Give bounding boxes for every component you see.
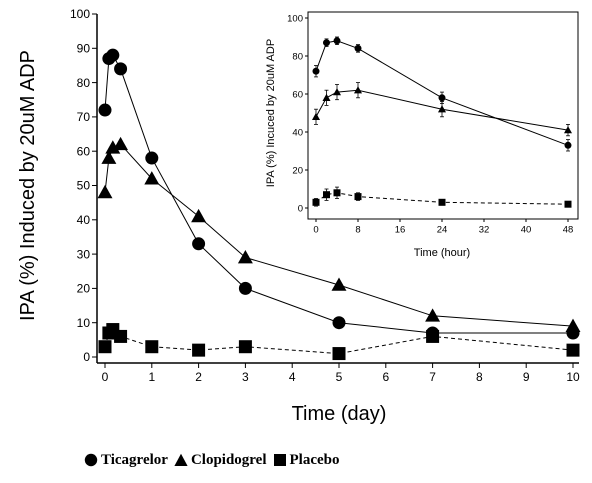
y-tick-label: 40 xyxy=(77,213,91,227)
x-axis-label: Time (day) xyxy=(292,403,387,425)
x-tick-label: 1 xyxy=(148,370,155,384)
data-point-clopidogrel xyxy=(311,112,321,120)
x-tick-label: 8 xyxy=(355,225,360,236)
data-point-clopidogrel xyxy=(237,250,253,264)
y-tick-label: 20 xyxy=(77,282,91,296)
x-tick-label: 8 xyxy=(476,370,483,384)
data-point-ticagrelor xyxy=(323,39,330,47)
x-tick-label: 40 xyxy=(521,225,532,236)
data-point-placebo xyxy=(426,329,440,343)
y-tick-label: 0 xyxy=(83,350,90,364)
data-point-ticagrelor xyxy=(438,94,446,102)
series-line-ticagrelor xyxy=(315,40,569,146)
y-tick-label: 30 xyxy=(77,247,91,261)
x-tick-label: 5 xyxy=(336,370,343,384)
data-point-clopidogrel xyxy=(565,318,581,332)
data-point-placebo xyxy=(564,200,572,208)
y-tick-label: 90 xyxy=(77,42,91,56)
data-point-ticagrelor xyxy=(114,62,128,76)
data-point-ticagrelor xyxy=(564,141,572,149)
data-point-placebo xyxy=(332,347,346,361)
y-tick-label: 80 xyxy=(77,76,91,90)
chart-1-group: 0 20 40 60 80 100 0 8 16 24 32 40 48 Time (hour) IPA (… xyxy=(265,11,579,259)
data-point-ticagrelor xyxy=(333,37,341,45)
data-point-clopidogrel xyxy=(563,126,573,134)
data-point-clopidogrel xyxy=(113,136,129,151)
data-point-placebo xyxy=(114,329,128,343)
data-point-placebo xyxy=(323,191,330,199)
y-axis-label: IPA (%) Incuced by 20uM ADP xyxy=(265,39,277,187)
y-tick-label: 80 xyxy=(292,51,303,62)
data-point-placebo xyxy=(333,189,341,197)
data-point-clopidogrel xyxy=(353,86,363,94)
data-point-ticagrelor xyxy=(192,237,206,251)
data-point-clopidogrel xyxy=(322,93,331,101)
y-tick-label: 0 xyxy=(298,203,303,214)
x-tick-label: 24 xyxy=(437,225,448,236)
x-tick-label: 0 xyxy=(313,225,318,236)
legend-label-ticagrelor: Ticagrelor xyxy=(101,451,168,468)
data-point-ticagrelor xyxy=(145,151,159,165)
data-point-clopidogrel xyxy=(105,140,121,154)
y-tick-label: 60 xyxy=(77,144,91,158)
y-axis-label: IPA (%) Induced by 20uM ADP xyxy=(17,50,39,321)
data-point-clopidogrel xyxy=(101,150,117,164)
data-point-placebo xyxy=(145,340,159,354)
data-point-clopidogrel xyxy=(97,184,113,199)
data-point-ticagrelor xyxy=(98,103,112,117)
data-point-clopidogrel xyxy=(425,308,441,322)
series-line-clopidogrel xyxy=(315,89,569,131)
legend-item-placebo: Placebo xyxy=(273,452,340,469)
data-point-placebo xyxy=(98,340,112,354)
data-point-clopidogrel xyxy=(331,277,347,291)
x-axis-label: Time (hour) xyxy=(414,247,470,259)
data-point-ticagrelor xyxy=(354,44,362,52)
circle-marker-icon xyxy=(84,453,98,467)
data-point-placebo xyxy=(312,198,320,206)
data-point-ticagrelor xyxy=(332,316,346,330)
x-tick-label: 0 xyxy=(102,370,109,384)
data-point-placebo xyxy=(192,343,206,357)
x-tick-label: 48 xyxy=(563,225,574,236)
data-point-clopidogrel xyxy=(332,88,342,96)
y-tick-label: 100 xyxy=(287,13,303,24)
x-tick-label: 10 xyxy=(566,370,580,384)
data-point-placebo xyxy=(566,343,580,357)
x-tick-label: 9 xyxy=(523,370,530,384)
y-tick-label: 20 xyxy=(292,165,303,176)
data-point-ticagrelor xyxy=(238,281,252,295)
triangle-marker-icon xyxy=(174,453,188,466)
legend-label-clopidogrel: Clopidogrel xyxy=(190,451,267,468)
legend-label-placebo: Placebo xyxy=(289,451,340,468)
y-tick-label: 50 xyxy=(77,179,91,193)
x-tick-label: 2 xyxy=(195,370,202,384)
chart-legend: Ticagrelor Clopidogrel Placebo xyxy=(84,448,346,472)
legend-item-ticagrelor: Ticagrelor xyxy=(84,452,168,469)
data-point-placebo xyxy=(238,340,252,354)
y-tick-label: 70 xyxy=(77,110,91,124)
data-point-clopidogrel xyxy=(437,105,447,113)
x-tick-label: 3 xyxy=(242,370,249,384)
data-point-placebo xyxy=(354,193,362,201)
y-tick-label: 40 xyxy=(292,127,303,138)
data-point-placebo xyxy=(438,198,446,206)
x-tick-label: 4 xyxy=(289,370,296,384)
data-point-ticagrelor xyxy=(106,48,120,62)
data-point-ticagrelor xyxy=(312,67,320,75)
y-tick-label: 60 xyxy=(292,89,303,100)
data-point-clopidogrel xyxy=(144,171,160,185)
x-tick-label: 7 xyxy=(429,370,436,384)
x-tick-label: 6 xyxy=(382,370,389,384)
y-tick-label: 100 xyxy=(70,7,90,21)
x-tick-label: 32 xyxy=(479,225,490,236)
chart-1-frame xyxy=(307,11,579,220)
data-point-clopidogrel xyxy=(191,208,207,223)
legend-item-clopidogrel: Clopidogrel xyxy=(174,452,267,469)
y-tick-label: 10 xyxy=(77,316,91,330)
x-tick-label: 16 xyxy=(395,225,406,236)
square-marker-icon xyxy=(273,454,286,466)
